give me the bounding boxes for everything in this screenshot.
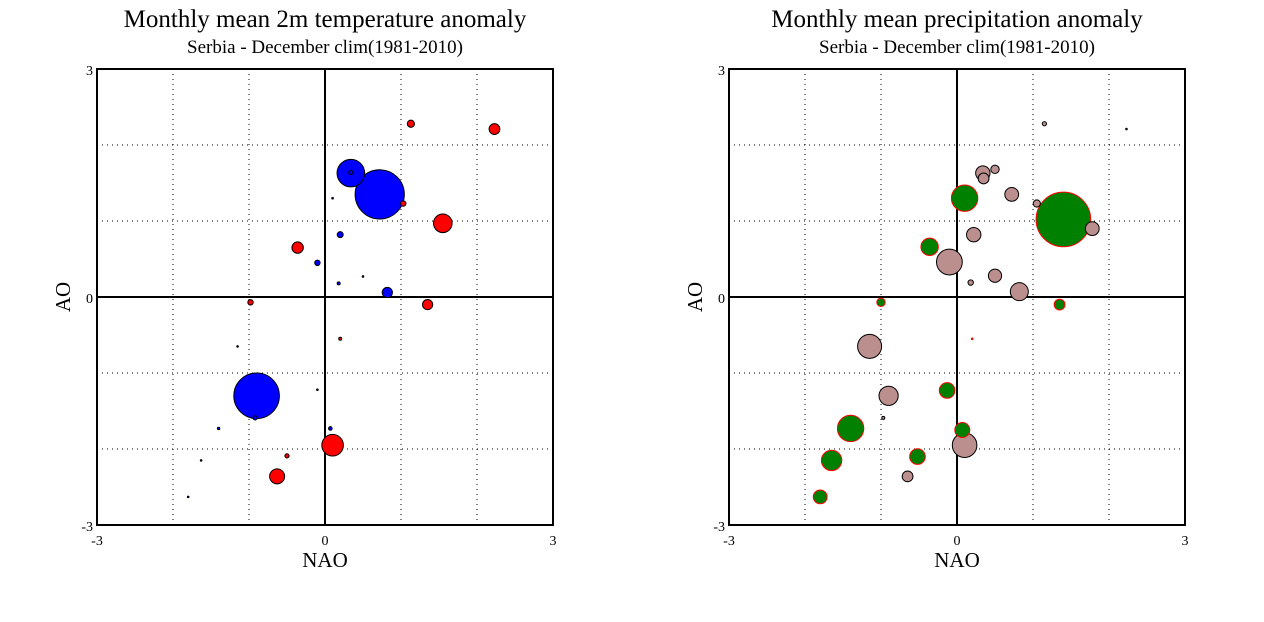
x-tick-label: 0 bbox=[322, 534, 329, 549]
y-tick-label: -3 bbox=[81, 520, 93, 535]
y-tick-label: 0 bbox=[86, 292, 93, 307]
data-bubble bbox=[400, 200, 407, 207]
data-bubble bbox=[967, 279, 974, 286]
data-bubble bbox=[876, 297, 886, 308]
data-bubble bbox=[1125, 127, 1128, 131]
data-bubble bbox=[857, 333, 883, 359]
bubble-series bbox=[812, 121, 1128, 505]
data-bubble bbox=[1041, 121, 1048, 127]
data-bubble bbox=[422, 299, 434, 311]
x-tick-label: 0 bbox=[954, 534, 961, 549]
data-bubble bbox=[433, 213, 453, 234]
data-bubble bbox=[316, 388, 319, 392]
x-tick-label: -3 bbox=[723, 534, 735, 549]
x-axis-label: NAO bbox=[302, 548, 348, 572]
data-bubble bbox=[291, 241, 304, 254]
data-bubble bbox=[987, 268, 1003, 283]
data-bubble bbox=[321, 433, 344, 457]
data-bubble bbox=[878, 385, 899, 406]
data-bubble bbox=[1009, 282, 1029, 302]
chart-subtitle: Serbia - December clim(1981-2010) bbox=[187, 37, 463, 58]
chart-title: Monthly mean precipitation anomaly bbox=[771, 6, 1143, 33]
data-bubble bbox=[336, 231, 344, 239]
grid-lines bbox=[97, 69, 553, 525]
chart-title: Monthly mean 2m temperature anomaly bbox=[124, 6, 527, 33]
plot-frame bbox=[728, 68, 1186, 526]
x-tick-label: 3 bbox=[550, 534, 557, 549]
data-bubble bbox=[836, 414, 865, 443]
data-bubble bbox=[348, 169, 354, 175]
data-bubble bbox=[252, 415, 258, 421]
data-bubble bbox=[966, 226, 982, 243]
y-tick-label: 3 bbox=[86, 64, 93, 79]
data-bubble bbox=[920, 237, 939, 257]
data-bubble bbox=[977, 172, 990, 185]
data-bubble bbox=[406, 119, 415, 128]
data-bubble bbox=[199, 459, 203, 462]
data-bubble bbox=[354, 169, 405, 220]
panel-precipitation: Monthly mean precipitation anomaly Serbi… bbox=[683, 6, 1189, 572]
data-bubble bbox=[361, 275, 365, 278]
data-bubble bbox=[938, 382, 956, 399]
data-bubble bbox=[1032, 199, 1041, 208]
data-bubble bbox=[1004, 187, 1020, 202]
data-bubble bbox=[488, 123, 501, 135]
x-tick-label: -3 bbox=[91, 534, 103, 549]
data-bubble bbox=[970, 337, 974, 341]
y-tick-label: 3 bbox=[718, 64, 725, 79]
data-bubble bbox=[284, 453, 290, 459]
x-tick-label: 3 bbox=[1182, 534, 1189, 549]
grid-lines bbox=[729, 69, 1185, 525]
data-bubble bbox=[216, 426, 221, 431]
panel-temperature: Monthly mean 2m temperature anomaly Serb… bbox=[51, 6, 557, 572]
plot-frame bbox=[96, 68, 554, 526]
data-bubble bbox=[336, 281, 341, 286]
data-bubble bbox=[331, 196, 334, 200]
data-bubble bbox=[269, 468, 286, 485]
data-bubble bbox=[990, 164, 1000, 175]
data-bubble bbox=[1035, 191, 1092, 248]
data-bubble bbox=[820, 449, 843, 472]
data-bubble bbox=[247, 299, 254, 306]
data-bubble bbox=[314, 259, 321, 266]
data-bubble bbox=[236, 345, 239, 348]
y-tick-label: -3 bbox=[713, 520, 725, 535]
data-bubble bbox=[909, 448, 926, 465]
y-axis-label: AO bbox=[51, 282, 75, 312]
bubble-series bbox=[186, 119, 501, 499]
data-bubble bbox=[328, 426, 333, 431]
data-bubble bbox=[186, 495, 190, 499]
data-bubble bbox=[812, 489, 828, 505]
data-bubble bbox=[950, 184, 979, 212]
data-bubble bbox=[881, 415, 886, 420]
data-bubble bbox=[1053, 298, 1066, 311]
data-bubble bbox=[954, 422, 971, 438]
y-axis-label: AO bbox=[683, 282, 707, 312]
data-bubble bbox=[901, 470, 914, 483]
data-bubble bbox=[338, 336, 343, 341]
x-axis-label: NAO bbox=[934, 548, 980, 572]
data-bubble bbox=[1084, 221, 1100, 237]
data-bubble bbox=[233, 372, 280, 420]
chart-subtitle: Serbia - December clim(1981-2010) bbox=[819, 37, 1095, 58]
y-tick-label: 0 bbox=[718, 292, 725, 307]
data-bubble bbox=[936, 248, 963, 276]
data-bubble bbox=[381, 286, 393, 299]
